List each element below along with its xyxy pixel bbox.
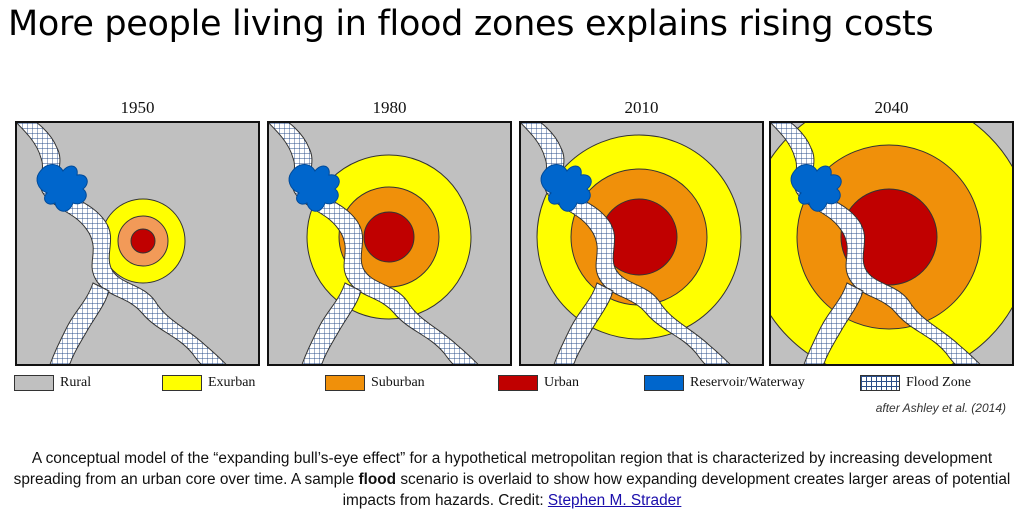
urban-core [130,228,156,254]
legend-item-flood-zone: Flood Zone [860,373,971,393]
legend-item-exurban: Exurban [162,373,255,393]
panel-1950-map [17,123,240,364]
legend-swatch-suburban [325,375,365,391]
legend-item-reservoir: Reservoir/Waterway [644,373,805,393]
legend-swatch-exurban [162,375,202,391]
legend-swatch-flood-zone [860,375,900,391]
legend-item-rural: Rural [14,373,91,393]
panel-1950 [15,121,260,366]
legend-label-urban: Urban [544,375,579,390]
urban-core [363,211,415,263]
page-title: More people living in flood zones explai… [8,4,934,44]
legend-item-suburban: Suburban [325,373,425,393]
legend: Rural Exurban Suburban Urban Reservoir/W… [12,373,1018,395]
credit-link[interactable]: Stephen M. Strader [547,492,682,510]
year-label-1980: 1980 [372,98,407,117]
panel-1980 [267,121,512,366]
caption-text-1: A conceptual model of the “expanding bul… [13,450,993,489]
legend-label-suburban: Suburban [371,375,425,390]
year-label-2010: 2010 [624,98,659,117]
urban-core [840,188,938,286]
panel-2010 [519,121,764,366]
panel-2040 [769,121,1014,366]
legend-label-exurban: Exurban [208,375,256,390]
legend-swatch-reservoir [644,375,684,391]
legend-label-flood-zone: Flood Zone [906,375,971,390]
panel-1980-map [269,123,492,364]
figure-attribution: after Ashley et al. (2014) [875,401,1006,415]
legend-label-reservoir: Reservoir/Waterway [690,375,805,390]
caption-bold-word: flood [358,471,397,489]
panel-2040-map [771,123,1012,364]
legend-swatch-urban [498,375,538,391]
legend-swatch-rural [14,375,54,391]
legend-item-urban: Urban [498,373,579,393]
legend-label-rural: Rural [60,375,92,390]
figure-caption: A conceptual model of the “expanding bul… [10,448,1014,511]
year-label-1950: 1950 [120,98,155,117]
bullseye-figure: 1950 1980 2010 2040 [12,76,1018,421]
panel-2010-map [521,123,744,364]
year-label-2040: 2040 [874,98,909,117]
